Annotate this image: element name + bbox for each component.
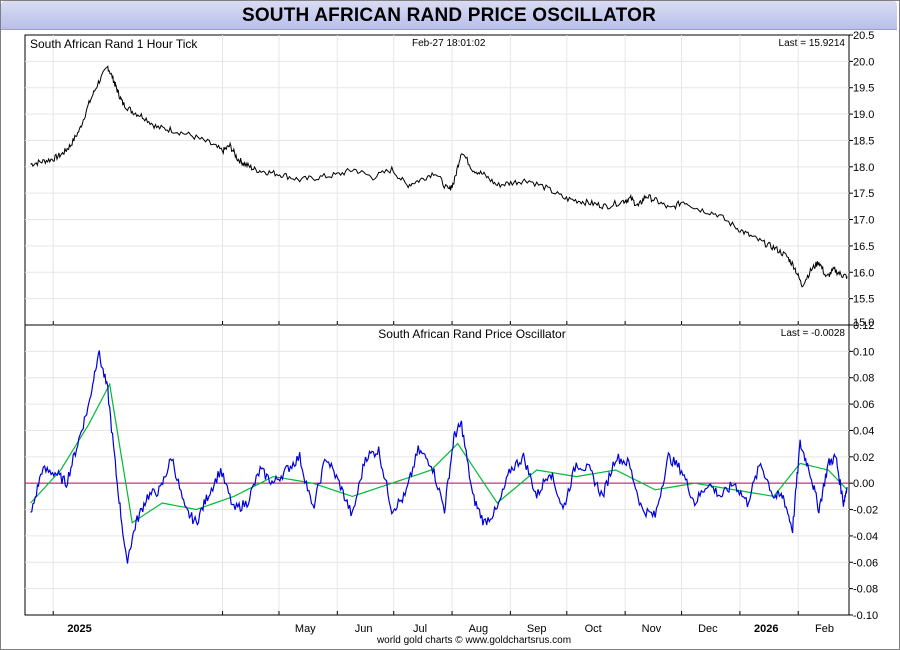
- price-last-value: Last = 15.9214: [779, 38, 846, 49]
- price-chart-timestamp: Feb-27 18:01:02: [412, 38, 486, 49]
- x-tick-label: Oct: [585, 623, 602, 635]
- oscillator-last-value: Last = -0.0028: [781, 328, 846, 339]
- x-tick-label: Sep: [527, 623, 547, 635]
- y-tick-label: -0.02: [853, 505, 878, 517]
- x-tick-label: Nov: [642, 623, 662, 635]
- title-bar: SOUTH AFRICAN RAND PRICE OSCILLATOR: [1, 1, 897, 30]
- y-tick-label: 19.5: [853, 83, 874, 95]
- y-tick-label: -0.04: [853, 531, 878, 543]
- y-tick-label: 0.12: [853, 320, 874, 332]
- y-tick-label: 18.0: [853, 162, 874, 174]
- x-tick-label: Aug: [469, 623, 489, 635]
- y-tick-label: 17.5: [853, 188, 874, 200]
- y-tick-label: 15.5: [853, 294, 874, 306]
- footer-credit: world gold charts © www.goldchartsrus.co…: [376, 635, 571, 646]
- y-tick-label: 0.08: [853, 373, 874, 385]
- y-tick-label: -0.06: [853, 557, 878, 569]
- x-tick-label: Dec: [698, 623, 718, 635]
- x-tick-label: Feb: [815, 623, 834, 635]
- x-tick-label: 2026: [754, 623, 778, 635]
- price-panel: [24, 34, 850, 326]
- y-tick-label: -0.10: [853, 610, 878, 622]
- x-tick-label: May: [295, 623, 316, 635]
- y-tick-label: 16.0: [853, 267, 874, 279]
- y-tick-label: 19.0: [853, 109, 874, 121]
- y-tick-label: 20.5: [853, 30, 874, 42]
- x-tick-label: Jul: [413, 623, 427, 635]
- y-tick-label: 18.5: [853, 135, 874, 147]
- price-chart-title: South African Rand 1 Hour Tick: [30, 37, 198, 51]
- x-tick-label: Jun: [355, 623, 373, 635]
- y-tick-label: 15.0: [853, 317, 874, 329]
- oscillator-chart-title: South African Rand Price Oscillator: [378, 327, 565, 341]
- page-title: SOUTH AFRICAN RAND PRICE OSCILLATOR: [241, 5, 657, 26]
- y-tick-label: 20.0: [853, 56, 874, 68]
- oscillator-series-line: [30, 350, 848, 564]
- y-tick-label: 0.04: [853, 425, 874, 437]
- y-tick-label: 17.0: [853, 215, 874, 227]
- y-tick-label: 0.00: [853, 478, 874, 490]
- signal-series-line: [30, 382, 848, 524]
- y-tick-label: 0.06: [853, 399, 874, 411]
- y-tick-label: 0.10: [853, 346, 874, 358]
- y-tick-label: 0.02: [853, 452, 874, 464]
- y-tick-label: -0.08: [853, 584, 878, 596]
- y-tick-label: 16.5: [853, 241, 874, 253]
- oscillator-panel: [24, 324, 850, 616]
- x-tick-label: 2025: [67, 623, 91, 635]
- price-series-line: [30, 65, 848, 288]
